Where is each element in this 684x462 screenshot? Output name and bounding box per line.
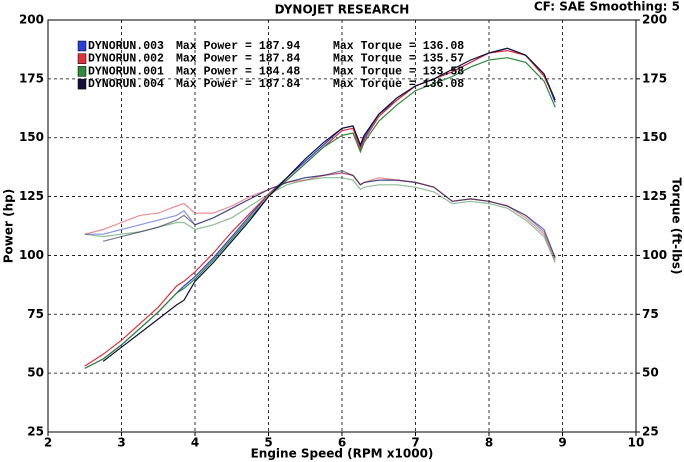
y2-tick-label: 50 (642, 366, 659, 380)
legend-max-torque: Max Torque = 133.58 (333, 65, 464, 78)
x-axis-label: Engine Speed (RPM x1000) (251, 447, 434, 461)
chart-subtitle: CF: SAE Smoothing: 5 (534, 0, 680, 14)
y-tick-label: 50 (27, 366, 44, 380)
y2-tick-label: 75 (642, 307, 659, 321)
y-tick-label: 75 (27, 307, 44, 321)
y2-tick-label: 150 (642, 130, 667, 144)
torque-line (102, 170, 556, 259)
legend-max-torque: Max Torque = 136.08 (333, 40, 464, 53)
y2-tick-label: 200 (642, 13, 667, 27)
power-line (84, 49, 556, 367)
y-tick-label: 200 (19, 13, 44, 27)
y2-tick-label: 175 (642, 71, 667, 85)
legend-name: DYNORUN.003 (88, 40, 164, 53)
x-tick-label: 8 (485, 436, 493, 450)
x-tick-label: 9 (558, 436, 566, 450)
legend-swatch (77, 53, 87, 64)
legend-name: DYNORUN.002 (88, 53, 164, 66)
legend-max-power: Max Power = 187.84 (176, 53, 300, 66)
x-tick-label: 3 (117, 436, 125, 450)
legend-swatch (77, 66, 87, 77)
legend-max-power: Max Power = 187.94 (176, 40, 300, 53)
legend-swatch (77, 78, 87, 90)
y-tick-label: 100 (19, 248, 44, 262)
power-line (84, 57, 556, 369)
legend-max-torque: Max Torque = 135.57 (333, 53, 464, 66)
legend-max-power: Max Power = 184.48 (176, 65, 300, 78)
x-tick-label: 10 (628, 436, 645, 450)
legend-max-power: Max Power = 187.84 (176, 78, 300, 91)
legend-name: DYNORUN.001 (88, 65, 164, 78)
legend-max-torque: Max Torque = 136.08 (333, 78, 464, 91)
y-tick-label: 175 (19, 71, 44, 85)
y-tick-label: 25 (27, 425, 44, 439)
y-axis-label: Power (hp) (2, 189, 16, 263)
torque-line (84, 177, 556, 263)
y-tick-label: 150 (19, 130, 44, 144)
legend-name: DYNORUN.004 (88, 78, 164, 91)
y2-tick-label: 125 (642, 189, 667, 203)
y2-tick-label: 100 (642, 248, 667, 262)
x-tick-label: 7 (411, 436, 419, 450)
legend-swatch (77, 40, 87, 52)
x-tick-label: 2 (44, 436, 52, 450)
y2-axis-label: Torque (ft-lbs) (670, 178, 684, 275)
chart-title: DYNOJET RESEARCH (275, 3, 410, 17)
power-line (102, 47, 556, 362)
x-tick-label: 6 (338, 436, 346, 450)
x-tick-label: 4 (191, 436, 199, 450)
y2-tick-label: 25 (642, 425, 659, 439)
x-tick-label: 5 (264, 436, 272, 450)
y-tick-label: 125 (19, 189, 44, 203)
